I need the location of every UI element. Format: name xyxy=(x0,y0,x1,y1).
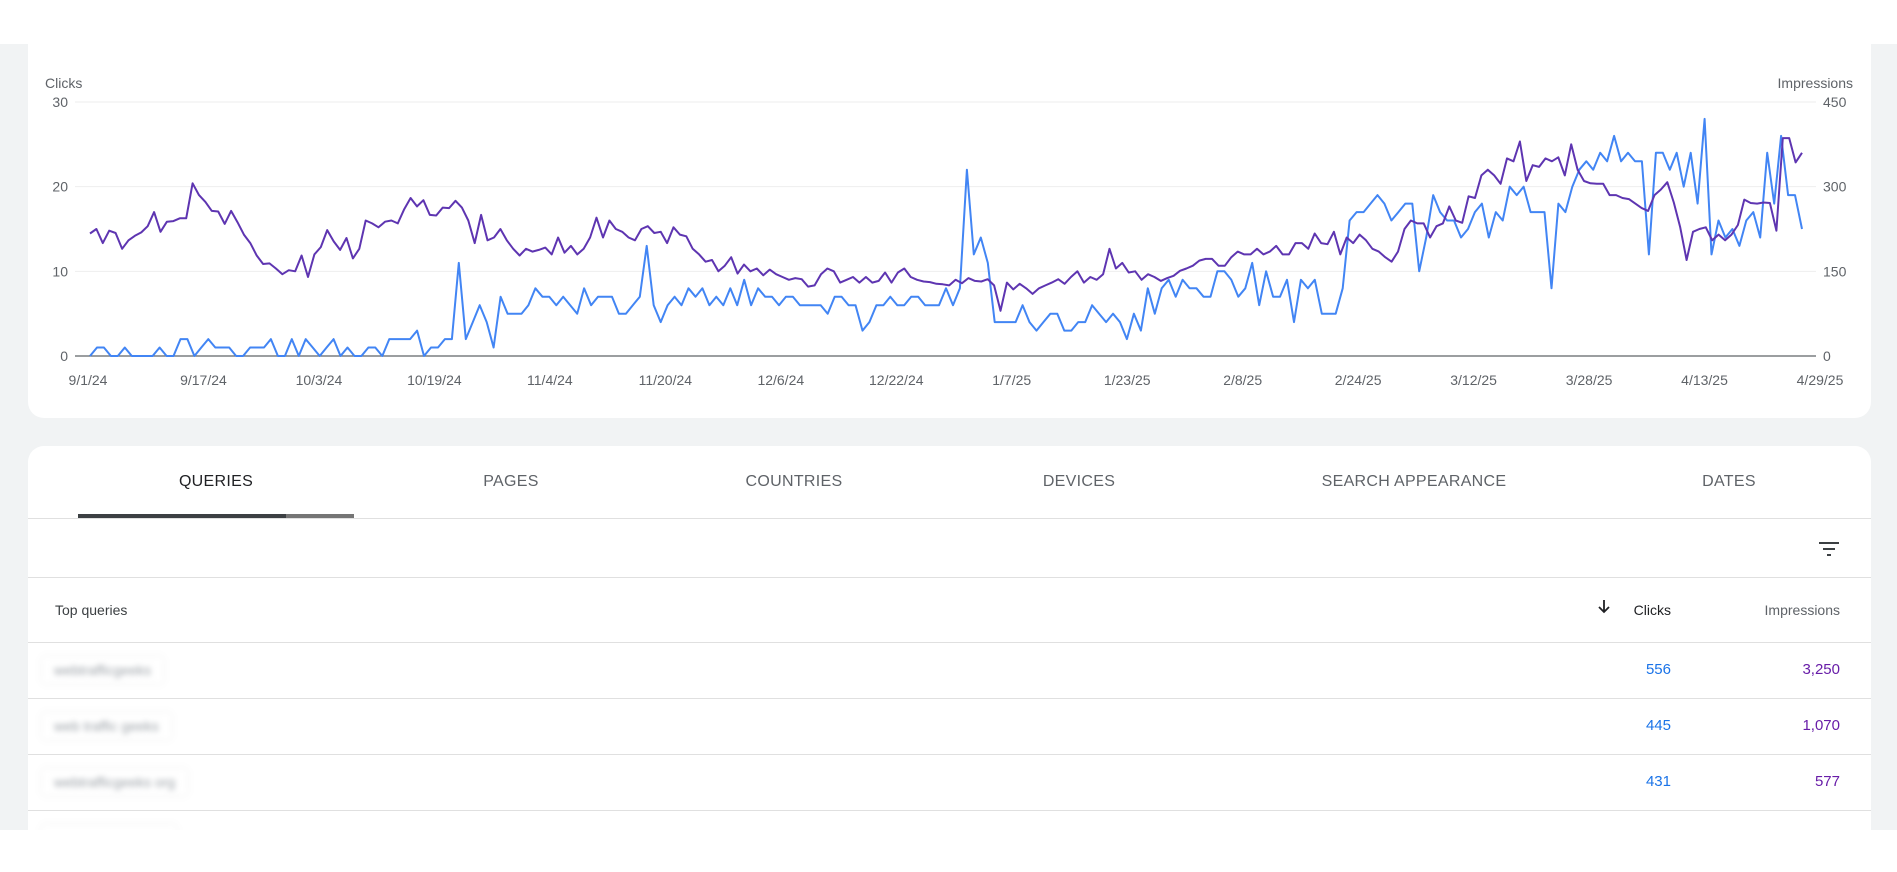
report-tabs: QUERIES PAGES COUNTRIES DEVICES SEARCH A… xyxy=(28,446,1871,519)
table-row-partial[interactable] xyxy=(28,811,1871,830)
clicks-cell: 431 xyxy=(1645,773,1671,790)
tab-countries[interactable]: COUNTRIES xyxy=(745,473,843,490)
table-row[interactable]: webtrafficgeeks 556 3,250 xyxy=(28,643,1871,699)
tab-search-appearance[interactable]: SEARCH APPEARANCE xyxy=(1321,473,1507,490)
x-tick-label: 12/6/24 xyxy=(757,372,804,388)
x-tick-label: 1/7/25 xyxy=(992,372,1031,388)
right-tick-label: 300 xyxy=(1823,179,1847,195)
x-tick-label: 2/24/25 xyxy=(1335,372,1382,388)
x-tick-label: 9/1/24 xyxy=(69,372,108,388)
impressions-cell: 3,250 xyxy=(1802,661,1840,678)
table-row[interactable]: webtrafficgeeks org 431 577 xyxy=(28,755,1871,811)
left-tick-label: 20 xyxy=(52,179,68,195)
left-tick-label: 30 xyxy=(52,94,68,110)
table-filter-bar xyxy=(28,519,1871,578)
tab-devices[interactable]: DEVICES xyxy=(1042,473,1116,490)
query-cell[interactable] xyxy=(42,825,176,830)
series-line-impressions xyxy=(89,137,1803,312)
query-cell[interactable]: webtrafficgeeks org xyxy=(42,769,187,795)
x-tick-label: 4/29/25 xyxy=(1797,372,1844,388)
performance-line-chart: 0 0 10 150 20 300 30 450 9/1/24 9/17/24 10/3/24 10/… xyxy=(52,94,1847,388)
active-tab-indicator xyxy=(78,514,354,518)
header-top-queries: Top queries xyxy=(55,602,128,618)
right-tick-label: 450 xyxy=(1823,94,1847,110)
x-tick-label: 3/12/25 xyxy=(1450,372,1497,388)
x-tick-label: 10/3/24 xyxy=(296,372,343,388)
x-tick-label: 4/13/25 xyxy=(1681,372,1728,388)
x-tick-label: 10/19/24 xyxy=(407,372,462,388)
table-header: Top queries Clicks Impressions xyxy=(28,578,1871,643)
impressions-cell: 577 xyxy=(1814,773,1840,790)
arrow-down-icon[interactable] xyxy=(1595,598,1613,616)
filter-icon[interactable] xyxy=(1817,537,1841,561)
header-clicks[interactable]: Clicks xyxy=(1633,602,1671,618)
x-tick-label: 2/8/25 xyxy=(1223,372,1262,388)
x-tick-label: 9/17/24 xyxy=(180,372,227,388)
query-cell[interactable]: web traffic geeks xyxy=(42,713,171,739)
right-tick-label: 150 xyxy=(1823,263,1847,279)
query-cell[interactable]: webtrafficgeeks xyxy=(42,657,163,683)
left-axis-title: Clicks xyxy=(45,75,83,91)
right-axis-title: Impressions xyxy=(1777,75,1853,91)
x-tick-label: 11/4/24 xyxy=(527,372,573,388)
left-tick-label: 0 xyxy=(60,348,68,364)
x-tick-label: 3/28/25 xyxy=(1566,372,1613,388)
series-line-clicks xyxy=(89,117,1803,357)
header-impressions[interactable]: Impressions xyxy=(1764,602,1840,618)
tab-queries[interactable]: QUERIES xyxy=(178,473,254,490)
x-tick-label: 11/20/24 xyxy=(639,372,693,388)
tab-dates[interactable]: DATES xyxy=(1702,473,1756,490)
x-tick-label: 12/22/24 xyxy=(869,372,924,388)
clicks-cell: 556 xyxy=(1645,661,1671,678)
impressions-cell: 1,070 xyxy=(1802,717,1840,734)
x-tick-label: 1/23/25 xyxy=(1104,372,1151,388)
clicks-cell: 445 xyxy=(1645,717,1671,734)
left-tick-label: 10 xyxy=(52,263,68,279)
right-tick-label: 0 xyxy=(1823,348,1831,364)
performance-chart-card: Clicks Impressions 0 0 10 150 20 300 30 450 9/1/… xyxy=(28,30,1871,418)
report-table-card: QUERIES PAGES COUNTRIES DEVICES SEARCH A… xyxy=(28,446,1871,830)
table-row[interactable]: web traffic geeks 445 1,070 xyxy=(28,699,1871,755)
tab-pages[interactable]: PAGES xyxy=(483,473,539,490)
